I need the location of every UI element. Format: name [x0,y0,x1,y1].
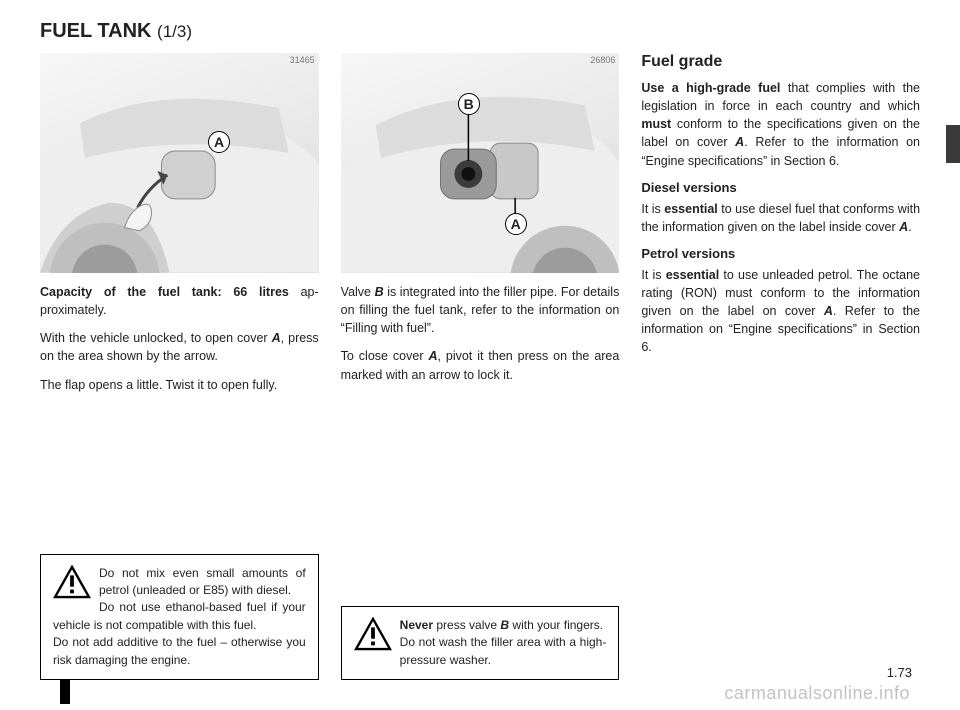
columns: 31465 A Capacity of the fuel tank: 66 li… [40,53,920,680]
warning-line-3: Do not add additive to the fuel – otherw… [53,635,306,666]
column-1: 31465 A Capacity of the fuel tank: 66 li… [40,53,319,680]
footer-mark [60,680,70,704]
warning-box-valve: Never press valve B with your fingers. D… [341,606,620,680]
car-filler-illustration [341,53,620,273]
capacity-paragraph: Capacity of the fuel tank: 66 litres ap­… [40,283,319,319]
page-number: 1.73 [887,665,912,680]
page-title-row: FUEL TANK (1/3) [40,20,920,43]
close-cover-paragraph: To close cover A, pivot it then press on… [341,347,620,383]
page: FUEL TANK (1/3) 31465 [0,0,960,710]
fuel-grade-paragraph: Use a high-grade fuel that complies with… [641,79,920,170]
diesel-heading: Diesel versions [641,180,920,195]
diesel-paragraph: It is essential to use diesel fuel that … [641,200,920,236]
warning-box-fuel-mix: Do not mix even small amounts of petrol … [40,554,319,680]
car-rear-illustration [40,53,319,273]
figure-number: 31465 [290,55,315,65]
fuel-grade-heading: Fuel grade [641,53,920,71]
thumb-tab [946,125,960,163]
warn2-never: Never [400,618,433,632]
watermark: carmanualsonline.info [724,683,910,704]
figure-number: 26806 [590,55,615,65]
open-cover-paragraph: With the vehicle unlocked, to open cover… [40,329,319,365]
warning-line-2: Do not use ethanol-based fuel if your ve… [53,600,306,631]
warn2-line2: Do not wash the filler area with a high-… [400,635,607,666]
petrol-heading: Petrol versions [641,246,920,261]
column-2: 26806 B A Valve B is integrated into the… [341,53,620,680]
warning-icon [354,617,392,651]
figure-fuel-cover-closed: 31465 A [40,53,319,273]
warning-icon [53,565,91,599]
warning-line-1: Do not mix even small amounts of petrol … [99,566,306,597]
column-3: Fuel grade Use a high-grade fuel that co… [641,53,920,680]
figure-fuel-cover-open: 26806 B A [341,53,620,273]
page-title: FUEL TANK [40,20,157,42]
callout-b: B [458,93,480,115]
page-subtitle: (1/3) [157,22,192,41]
callout-a: A [505,213,527,235]
callout-a: A [208,131,230,153]
capacity-value: Capacity of the fuel tank: 66 litres [40,285,289,299]
petrol-paragraph: It is essential to use unleaded petrol. … [641,266,920,357]
valve-paragraph: Valve B is integrated into the filler pi… [341,283,620,337]
flap-opens-paragraph: The flap opens a little. Twist it to ope… [40,376,319,394]
